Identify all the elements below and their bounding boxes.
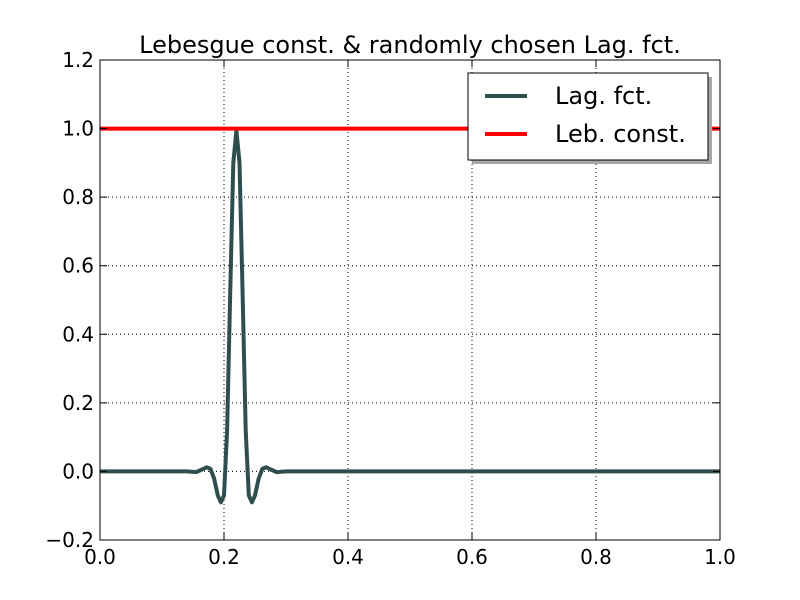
x-tick-label: 0.8 <box>580 545 612 569</box>
x-axis: 0.0 0.2 0.4 0.6 0.8 1.0 <box>84 60 736 569</box>
y-tick-label: 0.6 <box>62 254 94 278</box>
y-tick-label: 0.4 <box>62 322 94 346</box>
chart-title: Lebesgue const. & randomly chosen Lag. f… <box>139 31 681 59</box>
x-tick-label: 1.0 <box>704 545 736 569</box>
x-tick-label: 0.6 <box>456 545 488 569</box>
y-tick-label: 0.2 <box>62 391 94 415</box>
legend-box <box>467 72 709 161</box>
legend-label-leb-const: Leb. const. <box>555 120 686 148</box>
x-tick-label: 0.4 <box>332 545 364 569</box>
y-tick-label: 1.0 <box>62 117 94 141</box>
y-axis: −0.2 0.0 0.2 0.4 0.6 0.8 1.0 1.2 <box>45 48 720 552</box>
plot-frame <box>99 59 721 541</box>
x-tick-label: 0.2 <box>208 545 240 569</box>
legend-label-lag-fct: Lag. fct. <box>555 82 652 110</box>
y-tick-label: 1.2 <box>62 48 94 72</box>
y-tick-label: −0.2 <box>45 528 94 552</box>
series-line-lag-fct <box>100 128 720 505</box>
legend: Lag. fct. Leb. const. <box>467 72 712 164</box>
y-tick-label: 0.8 <box>62 185 94 209</box>
x-tick-label: 0.0 <box>84 545 116 569</box>
y-tick-label: 0.0 <box>62 459 94 483</box>
